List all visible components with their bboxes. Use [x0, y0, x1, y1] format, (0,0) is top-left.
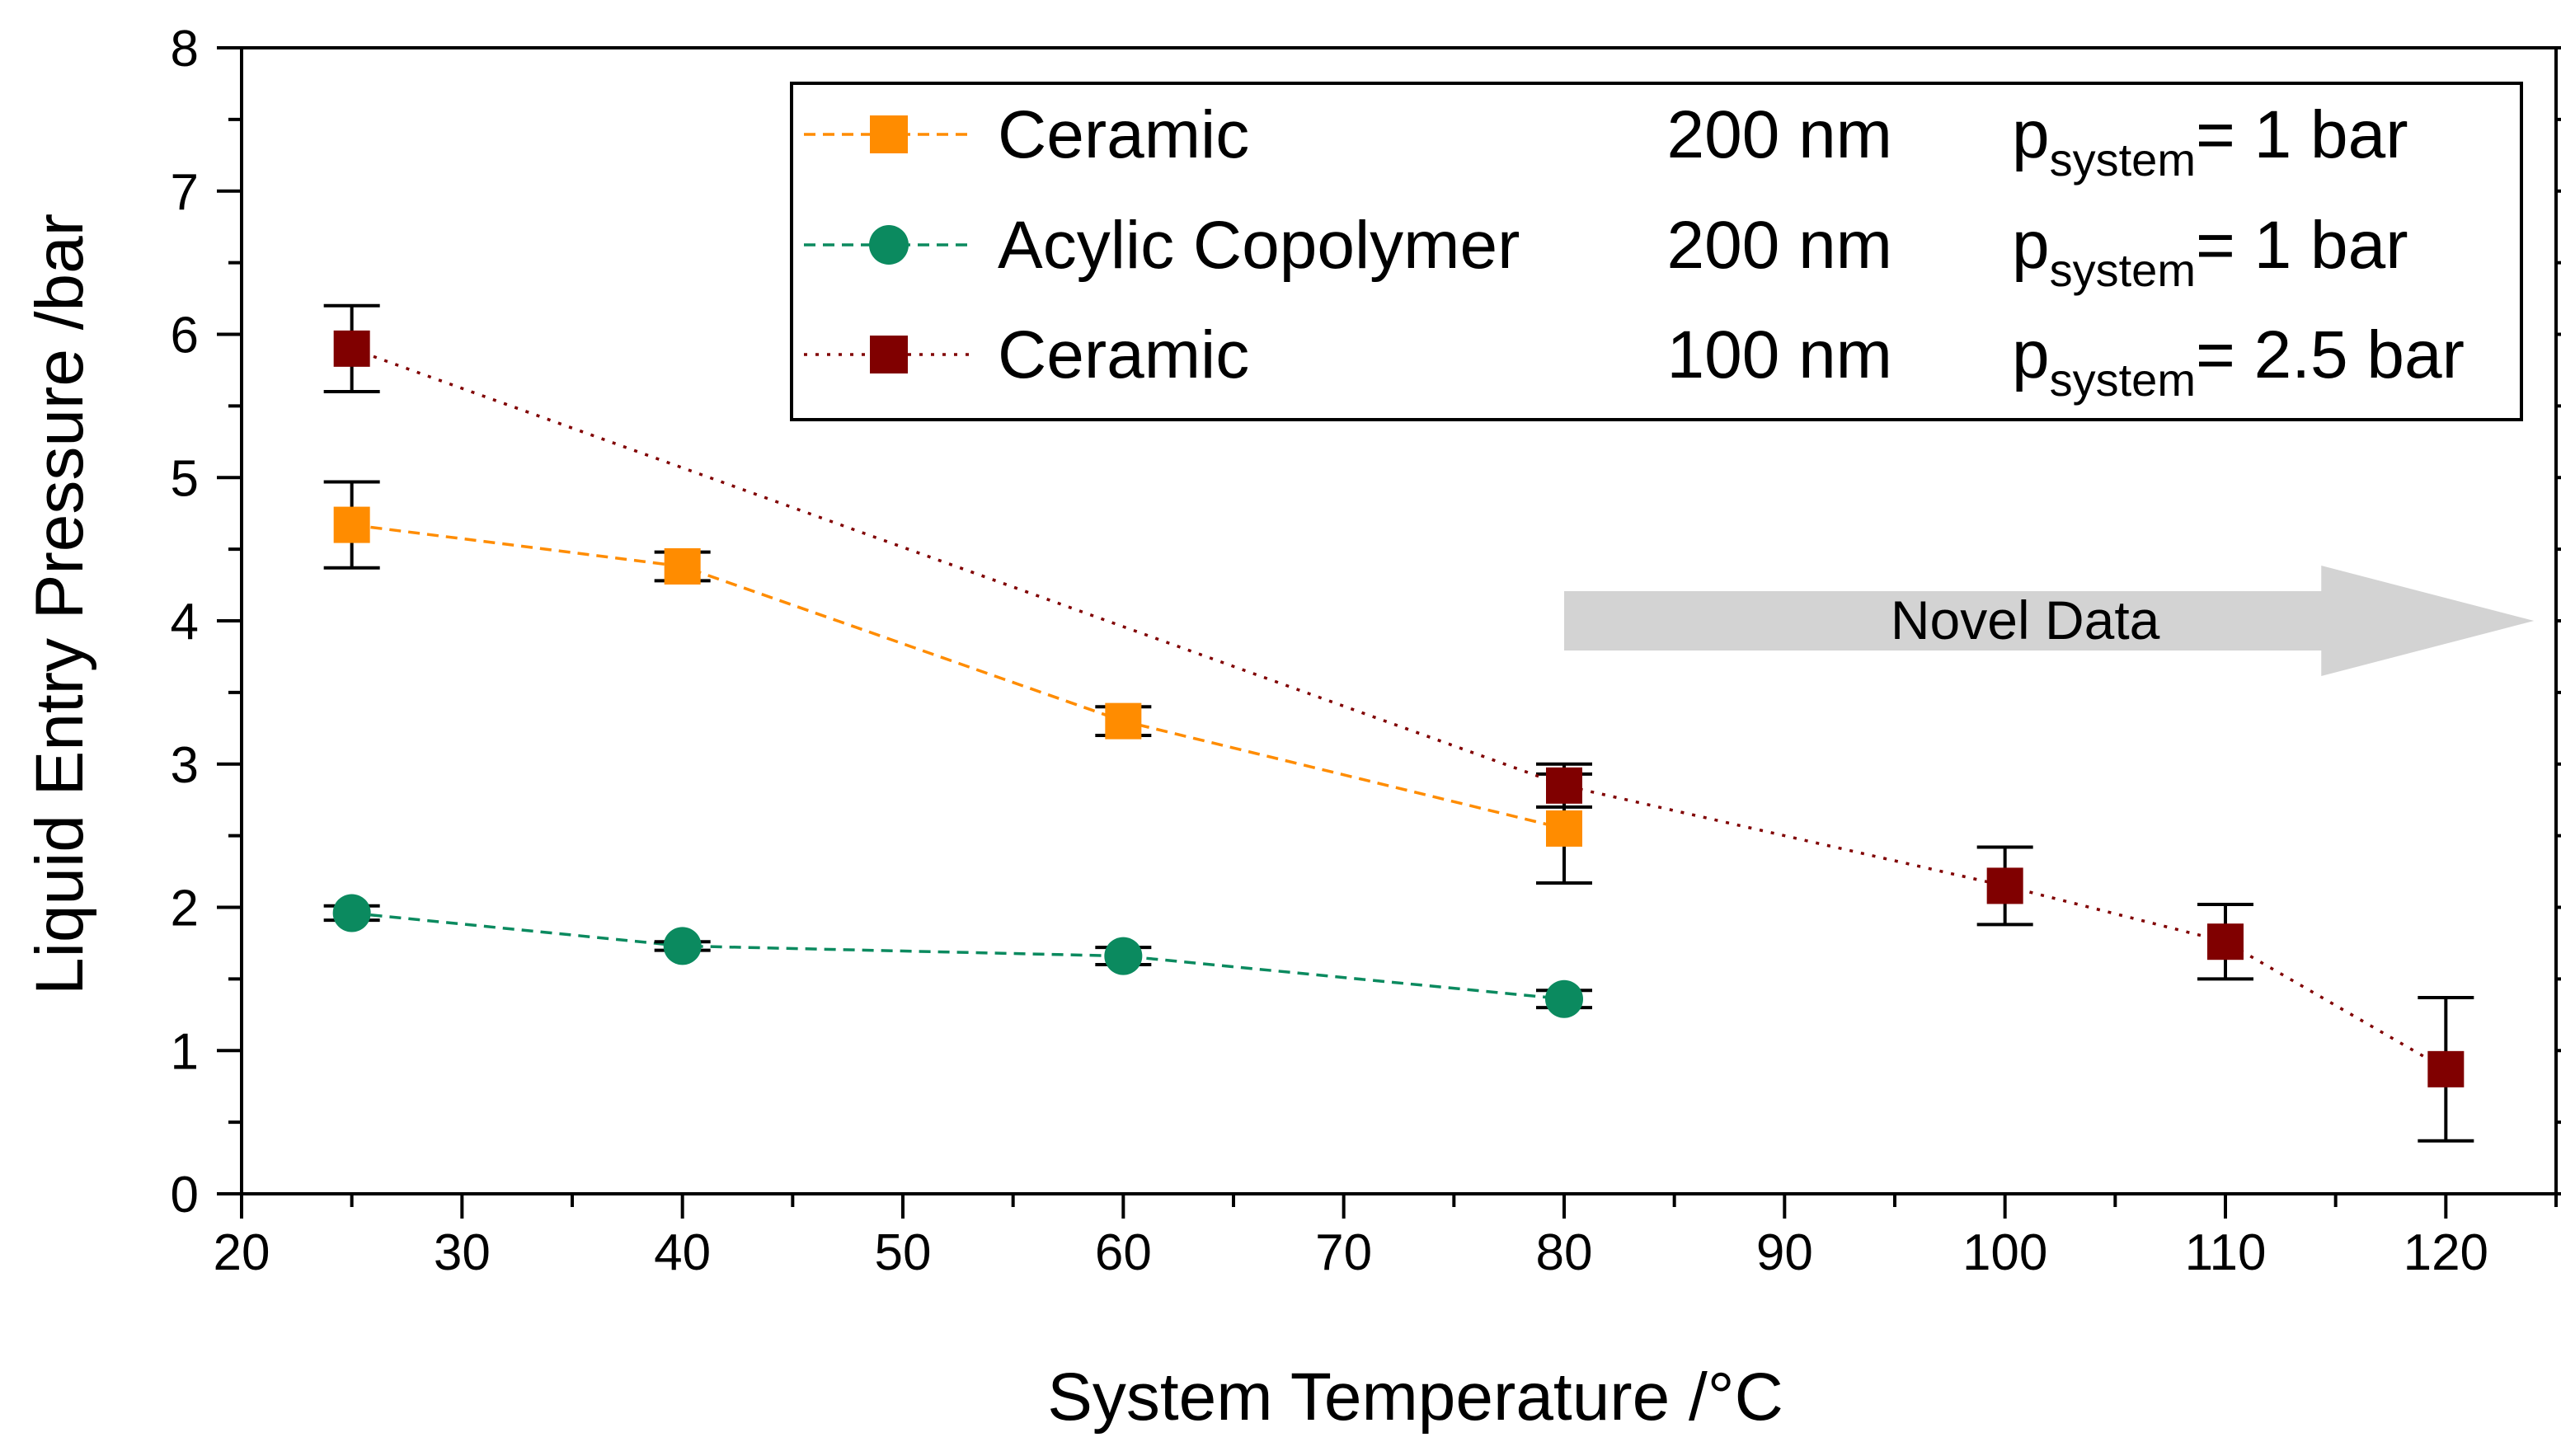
x-tick-label: 30	[434, 1224, 491, 1281]
series-line	[351, 523, 1565, 830]
series-1	[323, 480, 1592, 885]
y-axis-title: Liquid Entry Pressure /bar	[22, 214, 97, 995]
y-tick-label: 0	[171, 1167, 199, 1224]
x-tick-label: 120	[2404, 1224, 2488, 1281]
x-tick-label: 60	[1095, 1224, 1152, 1281]
legend-pressure-subscript: system	[2050, 244, 2196, 296]
legend-pressure-subscript: system	[2050, 354, 2196, 406]
y-tick-label: 6	[171, 308, 199, 364]
x-tick-label: 70	[1315, 1224, 1372, 1281]
data-point	[333, 330, 370, 367]
data-point	[1105, 702, 1142, 740]
data-point	[332, 894, 371, 932]
legend-item-3: Ceramic 100 nm psystem= 2.5 bar	[804, 317, 2465, 406]
legend-pressure: psystem= 1 bar	[2012, 208, 2408, 296]
data-point	[1986, 867, 2023, 904]
legend-pressure: psystem= 1 bar	[2012, 97, 2408, 186]
legend-pore-size: 200 nm	[1666, 97, 1892, 172]
legend-pressure-subscript: system	[2050, 134, 2196, 186]
series-3	[323, 303, 2474, 1143]
annotation-layer: Novel Data	[1564, 566, 2535, 676]
y-tick-label: 8	[171, 21, 199, 77]
annotation-label: Novel Data	[1891, 589, 2160, 651]
legend-pressure-value: = 1 bar	[2196, 208, 2408, 283]
y-tick-label: 5	[171, 450, 199, 507]
data-point	[333, 506, 370, 543]
data-point	[663, 927, 702, 965]
legend-pressure-value: = 2.5 bar	[2196, 317, 2465, 392]
legend-box	[790, 82, 2523, 421]
legend-pressure: psystem= 2.5 bar	[2012, 317, 2465, 406]
annotation-arrow	[1564, 566, 2535, 676]
legend-item-1: Ceramic 200 nm psystem= 1 bar	[804, 97, 2408, 186]
data-point	[2427, 1050, 2465, 1087]
legend-pore-size: 100 nm	[1666, 317, 1892, 392]
series-layer	[323, 303, 2474, 1143]
x-axis-title: System Temperature /°C	[1047, 1360, 1783, 1435]
axes-layer: 20 30 40 50 60 70 80 90 100 110 120 0 1 2 3 4 5 6 7 8 System…	[22, 21, 2561, 1435]
series-line	[351, 911, 1565, 1001]
series-line	[351, 347, 2447, 1071]
y-tick-label: 2	[171, 881, 199, 937]
legend-pore-size: 200 nm	[1666, 208, 1892, 283]
data-point	[1545, 979, 1583, 1018]
data-point	[1546, 767, 1582, 804]
x-tick-label: 90	[1756, 1224, 1813, 1281]
x-tick-label: 20	[214, 1224, 270, 1281]
y-tick-label: 4	[171, 594, 199, 651]
legend-item-2: Acylic Copolymer 200 nm psystem= 1 bar	[804, 208, 2408, 296]
legend-series-name: Ceramic	[998, 97, 1249, 172]
legend-series-name: Acylic Copolymer	[998, 208, 1520, 283]
series-2	[323, 894, 1592, 1018]
x-tick-label: 40	[654, 1224, 711, 1281]
data-point	[2207, 923, 2244, 960]
legend-marker	[869, 225, 909, 265]
legend-pressure-symbol: p	[2012, 317, 2050, 392]
legend-pressure-symbol: p	[2012, 208, 2050, 283]
legend-marker	[870, 336, 908, 373]
data-point	[664, 547, 701, 585]
y-tick-label: 7	[171, 164, 199, 221]
x-tick-label: 110	[2185, 1224, 2267, 1281]
y-tick-label: 1	[171, 1023, 199, 1080]
data-point	[1546, 810, 1582, 847]
x-tick-label: 80	[1536, 1224, 1593, 1281]
y-tick-label: 3	[171, 737, 199, 794]
x-tick-label: 100	[1962, 1224, 2047, 1281]
legend-pressure-symbol: p	[2012, 97, 2050, 172]
x-tick-label: 50	[875, 1224, 932, 1281]
legend-marker	[870, 115, 908, 153]
legend-pressure-value: = 1 bar	[2196, 97, 2408, 172]
legend-series-name: Ceramic	[998, 317, 1249, 392]
data-point	[1104, 937, 1143, 975]
